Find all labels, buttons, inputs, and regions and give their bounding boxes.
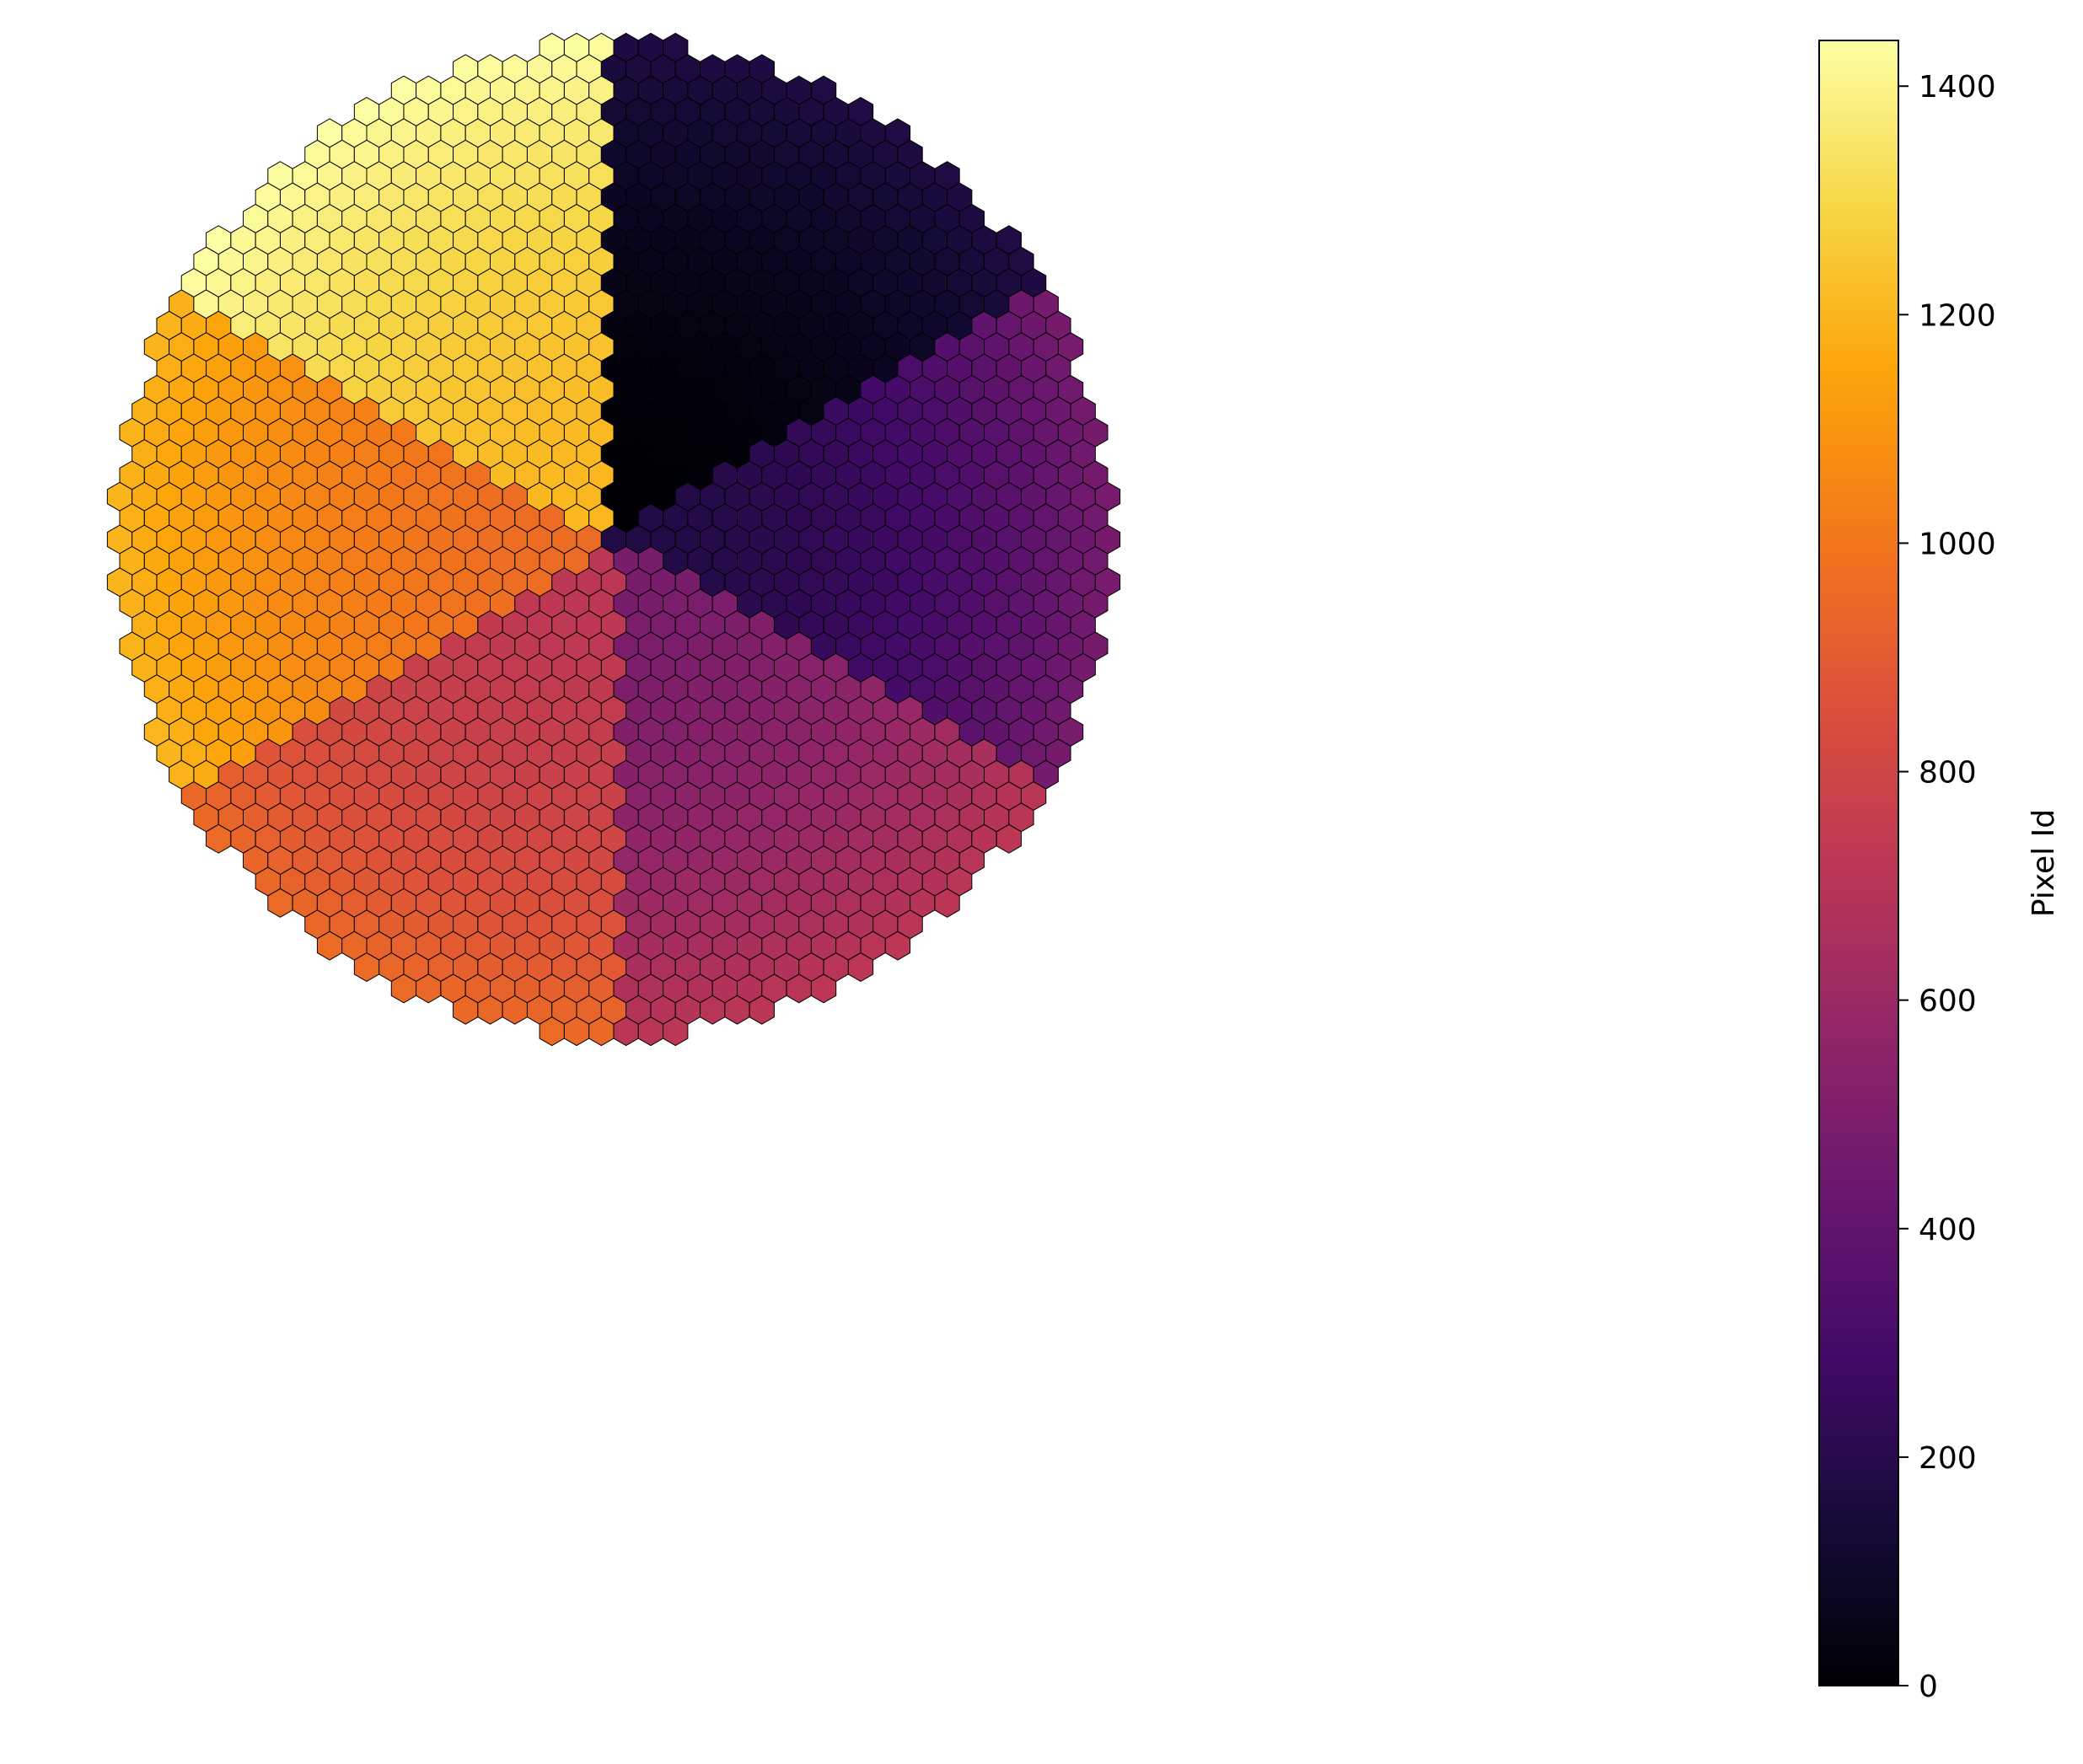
colorbar-label: Pixel Id bbox=[2027, 809, 2061, 917]
colorbar-tick-label: 0 bbox=[1919, 1670, 1938, 1704]
camera-pixel bbox=[934, 887, 960, 918]
colorbar-tick-label: 1000 bbox=[1919, 527, 1996, 561]
colorbar-gradient bbox=[1818, 40, 1899, 1686]
camera-pixel-map bbox=[106, 32, 1121, 1047]
colorbar-tick-label: 1200 bbox=[1919, 298, 1996, 333]
colorbar-ticks: 0 200 400 600 800 1000 1200 1400 bbox=[1898, 70, 1996, 1704]
colorbar-tick-label: 800 bbox=[1919, 756, 1977, 791]
camera-pixel bbox=[810, 973, 837, 1004]
camera-pixel bbox=[749, 995, 775, 1025]
colorbar: 0 200 400 600 800 1000 1200 1400 Pixel Id bbox=[1818, 40, 2061, 1704]
camera-pixel bbox=[847, 952, 874, 982]
colorbar-tick-label: 1400 bbox=[1919, 70, 1996, 105]
colorbar-tick-label: 400 bbox=[1919, 1213, 1977, 1247]
camera-pixel bbox=[884, 930, 911, 961]
camera-pixel bbox=[663, 1016, 689, 1047]
colorbar-tick-label: 600 bbox=[1919, 984, 1977, 1019]
colorbar-tick-label: 200 bbox=[1919, 1441, 1977, 1476]
camera-pixel bbox=[996, 823, 1022, 854]
